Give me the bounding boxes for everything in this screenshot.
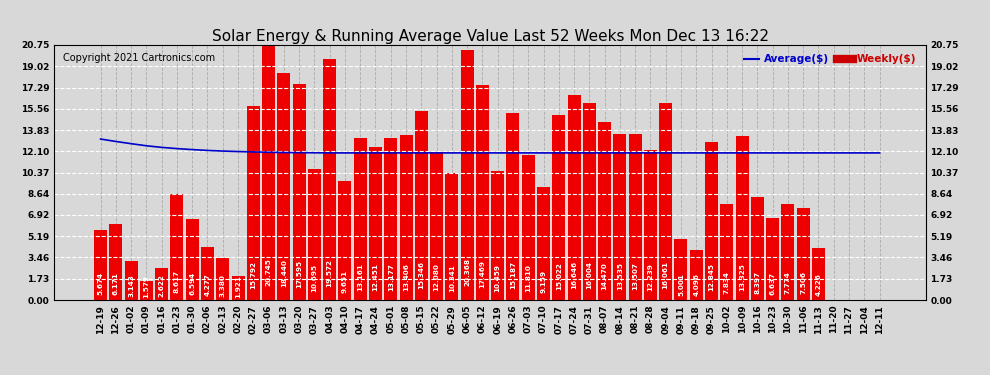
Bar <box>491 171 504 300</box>
Text: 16.646: 16.646 <box>571 260 577 288</box>
Bar <box>170 194 183 300</box>
Bar <box>155 268 168 300</box>
Bar <box>140 280 152 300</box>
Text: 10.459: 10.459 <box>495 264 501 292</box>
Text: 5.001: 5.001 <box>678 273 684 296</box>
Text: 5.674: 5.674 <box>98 272 104 295</box>
Text: 20.368: 20.368 <box>464 258 470 286</box>
Bar <box>125 261 138 300</box>
Bar <box>567 95 580 300</box>
Bar <box>247 106 259 300</box>
Text: 18.440: 18.440 <box>281 260 287 288</box>
Text: 16.061: 16.061 <box>662 261 668 289</box>
Text: 1.921: 1.921 <box>235 275 241 298</box>
Text: 20.745: 20.745 <box>265 258 271 286</box>
Text: 15.022: 15.022 <box>555 262 561 290</box>
Bar <box>750 197 764 300</box>
Text: 1.579: 1.579 <box>144 275 149 298</box>
Text: 12.845: 12.845 <box>709 263 715 291</box>
Bar <box>94 230 107 300</box>
Text: 17.595: 17.595 <box>296 260 302 288</box>
Text: 8.617: 8.617 <box>174 270 180 294</box>
Bar <box>781 204 794 300</box>
Bar <box>644 150 657 300</box>
Text: 16.004: 16.004 <box>586 261 592 289</box>
Bar <box>353 138 366 300</box>
Text: 17.469: 17.469 <box>479 260 485 288</box>
Bar <box>308 169 321 300</box>
Bar <box>323 60 337 300</box>
Text: 4.226: 4.226 <box>816 273 822 296</box>
Text: 4.277: 4.277 <box>205 273 211 296</box>
Text: 4.096: 4.096 <box>693 273 699 296</box>
Text: 7.506: 7.506 <box>800 271 806 294</box>
Text: Copyright 2021 Cartronics.com: Copyright 2021 Cartronics.com <box>63 53 215 63</box>
Text: 7.834: 7.834 <box>724 271 730 294</box>
Text: 10.695: 10.695 <box>312 264 318 292</box>
Bar <box>552 116 565 300</box>
Text: 6.171: 6.171 <box>113 272 119 295</box>
Text: 13.406: 13.406 <box>403 262 409 291</box>
Text: 2.622: 2.622 <box>158 274 164 297</box>
Text: 15.346: 15.346 <box>419 261 425 290</box>
Bar <box>690 250 703 300</box>
Text: 7.774: 7.774 <box>785 271 791 294</box>
Text: 3.380: 3.380 <box>220 274 226 297</box>
Text: 12.080: 12.080 <box>434 264 440 291</box>
Text: 6.637: 6.637 <box>769 272 775 295</box>
Bar <box>476 86 489 300</box>
Legend: Average($), Weekly($): Average($), Weekly($) <box>740 50 921 69</box>
Bar <box>430 152 444 300</box>
Bar <box>109 224 123 300</box>
Bar <box>537 188 550 300</box>
Text: 13.325: 13.325 <box>740 263 745 291</box>
Bar <box>629 134 642 300</box>
Bar <box>277 74 290 300</box>
Bar <box>293 84 306 300</box>
Text: 13.161: 13.161 <box>357 263 363 291</box>
Title: Solar Energy & Running Average Value Last 52 Weeks Mon Dec 13 16:22: Solar Energy & Running Average Value Las… <box>212 29 768 44</box>
Bar <box>460 50 473 300</box>
Bar <box>400 135 413 300</box>
Text: 19.572: 19.572 <box>327 259 333 287</box>
Bar <box>186 219 199 300</box>
Text: 13.507: 13.507 <box>633 262 639 291</box>
Bar <box>766 218 779 300</box>
Bar <box>507 113 520 300</box>
Bar <box>812 248 825 300</box>
Text: 12.239: 12.239 <box>647 263 653 291</box>
Bar <box>797 208 810 300</box>
Bar <box>705 142 718 300</box>
Text: 13.535: 13.535 <box>617 262 623 291</box>
Text: 15.792: 15.792 <box>250 261 256 289</box>
Text: 14.470: 14.470 <box>602 262 608 290</box>
Bar <box>262 45 275 300</box>
Bar <box>659 103 672 300</box>
Bar <box>583 104 596 300</box>
Bar <box>522 155 535 300</box>
Text: 8.397: 8.397 <box>754 271 760 294</box>
Bar <box>674 238 687 300</box>
Bar <box>216 258 230 300</box>
Text: 10.341: 10.341 <box>448 265 454 292</box>
Bar <box>614 134 627 300</box>
Bar <box>415 111 428 300</box>
Text: 3.143: 3.143 <box>128 274 134 297</box>
Text: 15.187: 15.187 <box>510 261 516 290</box>
Bar <box>339 182 351 300</box>
Text: 9.651: 9.651 <box>342 270 347 293</box>
Bar <box>721 204 734 300</box>
Bar <box>736 136 748 300</box>
Text: 11.810: 11.810 <box>526 264 532 291</box>
Text: 13.177: 13.177 <box>388 263 394 291</box>
Bar <box>446 173 458 300</box>
Bar <box>598 122 611 300</box>
Bar <box>369 147 382 300</box>
Bar <box>201 248 214 300</box>
Text: 6.594: 6.594 <box>189 272 195 295</box>
Bar <box>384 138 397 300</box>
Bar <box>232 276 245 300</box>
Text: 9.159: 9.159 <box>541 270 546 293</box>
Text: 12.451: 12.451 <box>372 263 378 291</box>
